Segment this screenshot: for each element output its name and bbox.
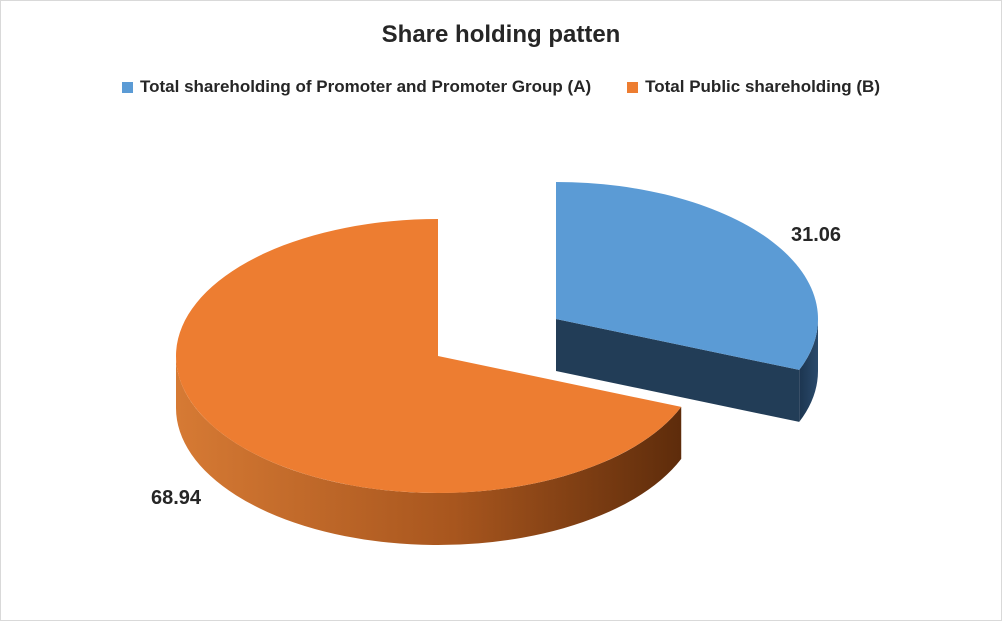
legend-entry-public: Total Public shareholding (B) (627, 77, 880, 97)
pie-slice-cut-face-0 (556, 319, 800, 422)
pie-slice-side-0 (799, 319, 818, 422)
legend-label-promoter: Total shareholding of Promoter and Promo… (140, 77, 592, 96)
pie-slice-1 (175, 219, 682, 545)
pie-slice-top-0 (556, 182, 818, 370)
legend-swatch-promoter (122, 81, 133, 93)
pie-slice-top-1 (175, 219, 682, 493)
chart-title: Share holding patten (381, 21, 621, 48)
data-label-public: 68.94 (151, 487, 202, 509)
pie-slice-side-1 (176, 356, 682, 545)
legend: Total shareholding of Promoter and Promo… (1, 77, 1001, 97)
data-label-promoter: 31.06 (791, 224, 841, 246)
legend-entry-promoter: Total shareholding of Promoter and Promo… (122, 77, 591, 97)
legend-label-public: Total Public shareholding (B) (645, 77, 880, 96)
pie-slice-0 (556, 182, 818, 422)
legend-swatch-public (627, 81, 639, 93)
